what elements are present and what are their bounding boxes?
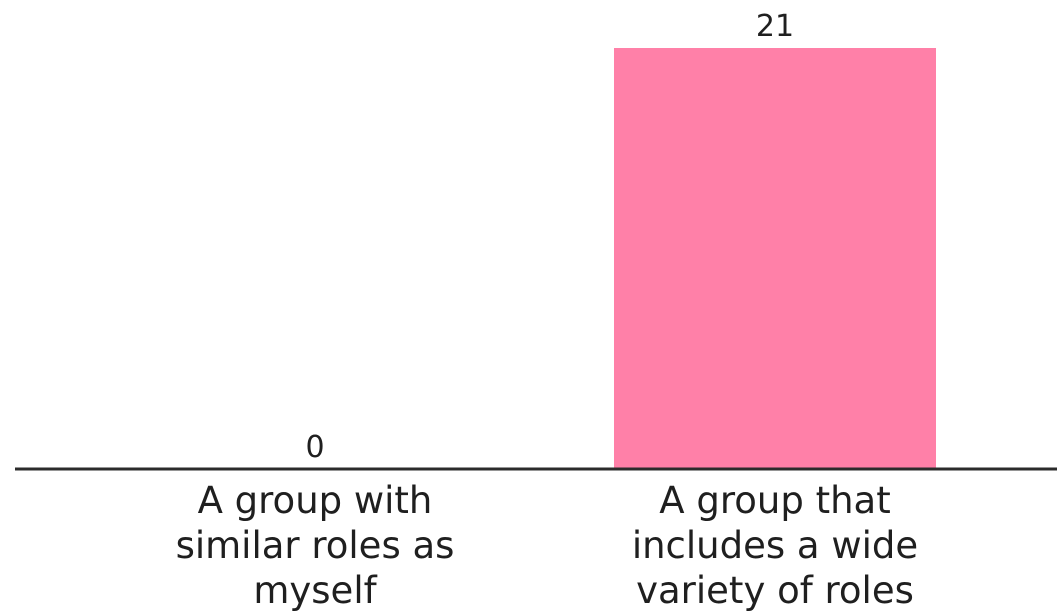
- bar-1: [614, 48, 936, 469]
- category-label-line: variety of roles: [636, 569, 914, 612]
- category-label-line: A group that: [659, 479, 891, 522]
- data-label-0: 0: [305, 430, 324, 465]
- bars-group: [614, 48, 936, 469]
- category-label-1: A group that includes a wide variety of ro…: [585, 478, 965, 613]
- category-label-line: similar roles as: [175, 524, 455, 567]
- value-labels-group: 0 21: [305, 9, 794, 465]
- data-label-1: 21: [756, 9, 794, 44]
- category-label-line: myself: [253, 569, 377, 612]
- category-label-0: A group with similar roles as myself: [125, 478, 505, 613]
- category-label-line: A group with: [197, 479, 433, 522]
- category-label-line: includes a wide: [631, 524, 919, 567]
